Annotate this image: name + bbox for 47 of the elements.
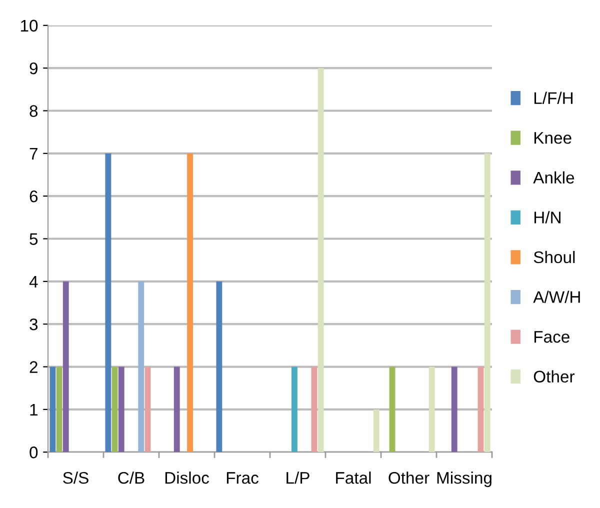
x-tick-label: L/P	[286, 472, 310, 484]
bar	[50, 366, 56, 452]
y-tick-label: 1	[30, 404, 38, 416]
y-tick-label: 8	[30, 105, 38, 117]
legend-label: Shoul	[534, 250, 575, 264]
x-tick-label: Frac	[226, 472, 258, 484]
legend-label: H/N	[534, 211, 560, 224]
y-tick-label: 4	[29, 276, 38, 288]
bar	[484, 153, 490, 452]
bar	[428, 366, 435, 452]
legend-label: Other	[534, 370, 575, 383]
y-tick-label: 2	[30, 361, 38, 373]
x-tick-label: C/B	[118, 472, 144, 484]
legend-label: Face	[534, 331, 570, 343]
bar	[62, 281, 69, 452]
bar	[373, 409, 380, 452]
legend-label: Knee	[534, 132, 572, 144]
x-tick-label: S/S	[63, 472, 88, 484]
bar	[451, 366, 458, 452]
y-tick-label: 6	[30, 190, 38, 202]
bar	[56, 366, 62, 452]
bar	[187, 153, 194, 452]
bar	[138, 281, 144, 452]
bar	[112, 366, 118, 452]
y-tick-label: 9	[30, 62, 38, 74]
bar	[144, 366, 151, 452]
y-tick-label: 5	[30, 233, 38, 245]
x-tick-label: Other	[388, 472, 430, 484]
y-tick-label: 10	[21, 20, 38, 32]
bar	[478, 366, 484, 452]
y-tick-label: 3	[30, 318, 38, 330]
bar	[118, 366, 124, 452]
bar	[389, 366, 396, 452]
x-tick-label: Disloc	[165, 472, 209, 484]
bar	[291, 366, 298, 452]
legend-label: A/W/H	[533, 290, 580, 303]
bar	[105, 153, 112, 452]
y-tick-label: 7	[30, 148, 38, 160]
x-tick-label: Fatal	[336, 472, 371, 484]
bar	[318, 68, 324, 452]
y-tick-label: 0	[30, 446, 38, 458]
bar	[311, 366, 318, 452]
legend-label: Ankle	[533, 171, 574, 184]
x-tick-label: Missing	[437, 472, 492, 488]
bar	[174, 366, 180, 452]
bar	[216, 281, 222, 452]
legend-label: L/F/H	[534, 92, 572, 104]
